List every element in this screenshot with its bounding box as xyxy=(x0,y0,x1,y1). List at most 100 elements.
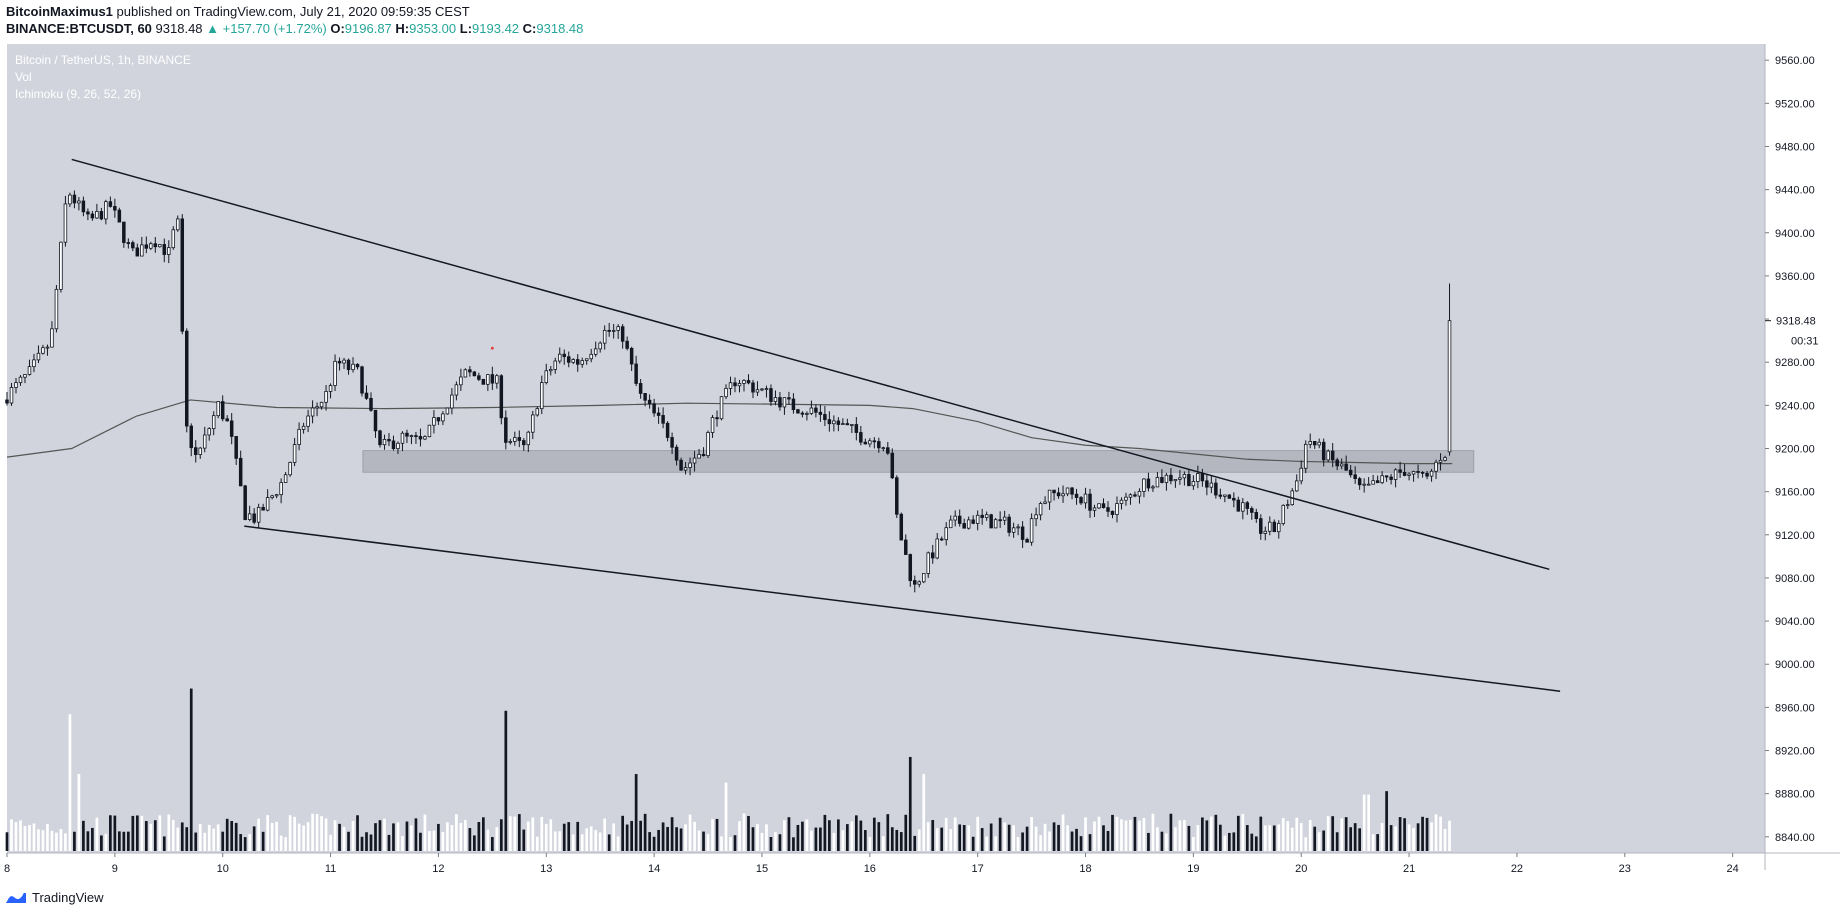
volume-bar xyxy=(356,815,359,851)
volume-bar xyxy=(666,826,669,851)
tradingview-footer[interactable]: TradingView xyxy=(4,889,104,905)
candle-body xyxy=(598,342,602,350)
volume-bar xyxy=(1183,819,1186,851)
candle-body xyxy=(198,447,202,455)
volume-bar xyxy=(1111,814,1114,851)
volume-bar xyxy=(275,821,278,851)
candle-body xyxy=(391,440,396,450)
candle-body xyxy=(1038,503,1043,516)
volume-bar xyxy=(1025,826,1029,851)
volume-bar xyxy=(562,823,566,851)
volume-bar xyxy=(104,833,108,851)
candle-body xyxy=(634,363,638,384)
y-tick-label: 9520.00 xyxy=(1775,98,1815,110)
volume-bar xyxy=(908,756,912,851)
candle-body xyxy=(193,447,198,455)
candle-body xyxy=(342,359,346,364)
candle-body xyxy=(728,382,733,389)
volume-bar xyxy=(756,824,759,851)
candle-body xyxy=(14,382,18,388)
candle-body xyxy=(1061,493,1065,497)
candle-body xyxy=(809,407,814,414)
candle-body xyxy=(957,515,962,524)
candle-body xyxy=(324,391,328,403)
candle-body xyxy=(531,414,535,433)
legend-pair[interactable]: Bitcoin / TetherUS, 1h, BINANCE xyxy=(15,53,191,67)
candle-body xyxy=(59,241,63,290)
volume-bar xyxy=(706,833,710,851)
candle-body xyxy=(1196,473,1200,482)
volume-bar xyxy=(41,830,45,851)
volume-bar xyxy=(82,820,85,851)
volume-bar xyxy=(37,829,40,851)
candle-body xyxy=(1205,480,1209,488)
candle-body xyxy=(517,437,522,441)
volume-bar xyxy=(765,824,768,851)
legend-ichimoku[interactable]: Ichimoku (9, 26, 52, 26) xyxy=(15,87,141,101)
volume-bar xyxy=(976,816,980,851)
volume-bar xyxy=(360,836,364,851)
x-tick-label: 21 xyxy=(1403,863,1415,875)
candle-body xyxy=(1124,496,1128,501)
volume-bar xyxy=(248,834,252,851)
volume-bar xyxy=(1066,825,1069,851)
volume-bar xyxy=(432,830,436,851)
tradingview-logo-icon xyxy=(5,892,26,903)
volume-bar xyxy=(913,835,917,851)
candle-body xyxy=(86,211,90,215)
candle-body xyxy=(805,413,809,415)
candle-body xyxy=(1317,441,1321,446)
candle-body xyxy=(922,573,926,583)
candle-body xyxy=(50,328,54,348)
volume-bar xyxy=(194,832,198,851)
candle-body xyxy=(1115,503,1119,515)
candle-body xyxy=(104,201,108,220)
candle-body xyxy=(1200,473,1205,482)
volume-bar xyxy=(801,821,804,851)
candle-body xyxy=(823,414,827,421)
volume-bar xyxy=(742,813,746,851)
candle-body xyxy=(1245,502,1250,509)
candle-body xyxy=(405,432,409,437)
volume-bar xyxy=(1034,826,1038,851)
volume-bar xyxy=(1174,827,1177,851)
candle-body xyxy=(427,424,432,438)
candle-body xyxy=(1384,475,1389,478)
legend-vol[interactable]: Vol xyxy=(15,70,32,84)
volume-bar xyxy=(113,815,117,851)
volume-bar xyxy=(1133,816,1137,851)
candle-body xyxy=(737,382,742,387)
candle-body xyxy=(683,467,688,471)
volume-bar xyxy=(10,819,13,851)
candle-body xyxy=(135,247,140,257)
candle-body xyxy=(1411,471,1416,475)
author-name[interactable]: BitcoinMaximus1 xyxy=(6,4,113,19)
candle-body xyxy=(162,244,167,255)
volume-bar xyxy=(760,832,764,851)
candle-body xyxy=(540,382,544,410)
candle-body xyxy=(1393,469,1398,480)
volume-bar xyxy=(28,825,31,851)
axes: 8840.00 8880.00 8920.00 8960.00 9000.00 9040.… xyxy=(4,44,1840,875)
candle-body xyxy=(913,580,917,585)
y-tick-label: 9440.00 xyxy=(1775,185,1815,197)
volume-bar xyxy=(1448,820,1451,851)
volume-bar xyxy=(531,817,535,851)
y-tick-label: 9280.00 xyxy=(1775,357,1815,369)
candle-body xyxy=(207,428,211,436)
plot-area[interactable] xyxy=(7,44,1765,853)
candle-body xyxy=(1187,474,1191,487)
countdown-label: 00:31 xyxy=(1791,336,1819,348)
candle-body xyxy=(153,243,158,248)
candle-body xyxy=(1250,508,1254,513)
volume-bar xyxy=(940,827,944,851)
volume-bar xyxy=(1007,824,1011,851)
volume-bar xyxy=(837,819,840,851)
volume-bar xyxy=(1421,816,1424,851)
volume-bar xyxy=(239,834,243,851)
candle-body xyxy=(688,462,692,468)
candle-body xyxy=(360,366,364,394)
volume-bar xyxy=(1412,827,1415,851)
volume-bar xyxy=(284,837,287,851)
